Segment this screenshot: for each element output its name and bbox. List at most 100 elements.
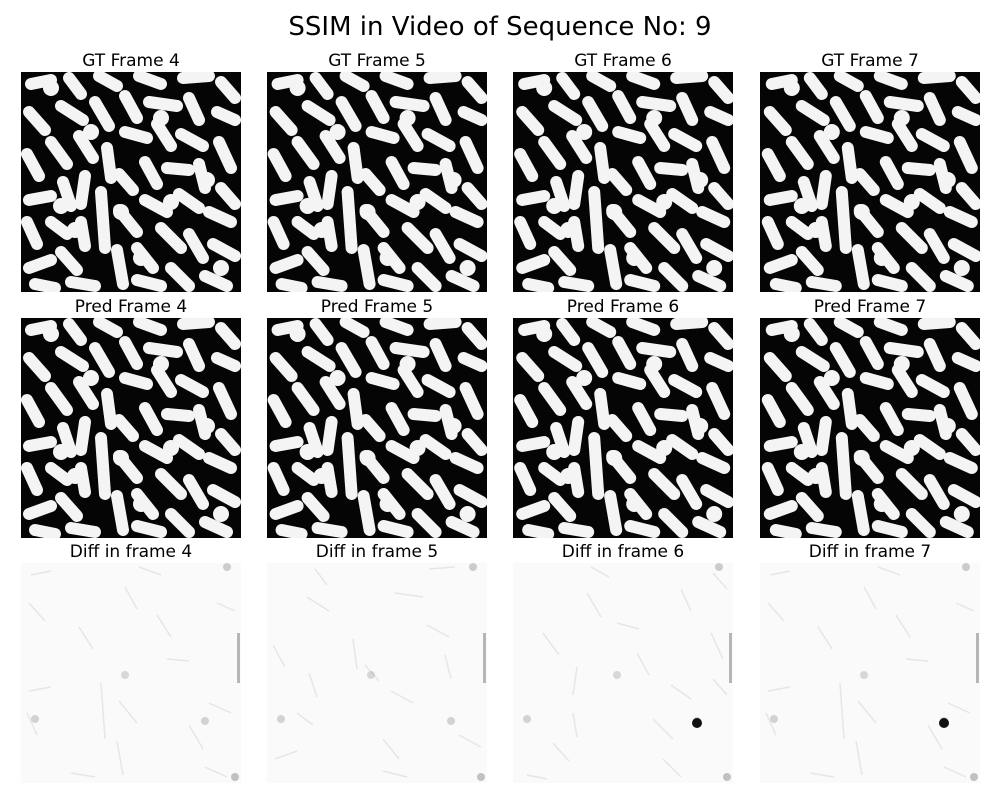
pattern-dot [289, 80, 306, 96]
pattern-stroke [389, 342, 430, 358]
panel-title: Pred Frame 6 [566, 297, 680, 317]
pattern-stroke [859, 90, 884, 124]
pattern-dot [692, 418, 709, 434]
pattern-stroke [359, 414, 386, 442]
pattern-stroke [303, 422, 324, 458]
pattern-stroke [648, 222, 681, 254]
pattern-stroke [588, 186, 605, 254]
pattern-stroke [891, 364, 918, 398]
diff-residual [352, 638, 358, 670]
pattern-dot [213, 506, 229, 522]
pattern-dot [656, 194, 673, 210]
diff-residual [636, 652, 650, 676]
diff-residual [765, 712, 777, 736]
pattern-dot [133, 250, 149, 266]
pattern-dot [53, 444, 69, 460]
pattern-stroke [139, 194, 173, 218]
diff-hotspot [939, 718, 949, 728]
gt-frame-5-panel: GT Frame 5 [267, 50, 487, 292]
diff-residual [364, 664, 380, 682]
pattern-stroke [586, 72, 617, 92]
pattern-stroke [704, 106, 733, 126]
pattern-stroke [548, 246, 577, 276]
diff-residual [877, 566, 901, 576]
pattern-stroke [421, 374, 456, 398]
diff-residual [124, 586, 138, 610]
pattern-stroke [291, 382, 320, 416]
pattern-stroke [341, 186, 358, 254]
pattern-stroke [636, 96, 677, 112]
pattern-stroke [419, 434, 452, 460]
pattern-dot [113, 204, 129, 220]
pattern-stroke [516, 500, 551, 520]
pattern-stroke [95, 432, 111, 500]
pattern-stroke [803, 318, 828, 346]
pattern-dot [546, 444, 563, 460]
pattern-dot [536, 326, 553, 342]
pattern-stroke [411, 262, 442, 292]
pattern-stroke [895, 222, 928, 254]
diff-edge-artifact [976, 633, 979, 683]
pattern-stroke [668, 128, 703, 152]
pattern-stroke [859, 126, 894, 144]
diff-residual [26, 712, 38, 736]
pattern-dot [313, 468, 330, 484]
diff-residual [809, 772, 835, 778]
pattern-stroke [795, 346, 830, 372]
pattern-stroke [151, 364, 177, 398]
pattern-stroke [761, 462, 784, 496]
pattern-stroke [666, 188, 699, 214]
pattern-stroke [953, 136, 978, 174]
diff-residual [100, 682, 106, 740]
diff-residual [839, 682, 845, 740]
pattern-stroke [586, 318, 617, 338]
pattern-stroke [175, 128, 209, 152]
pattern-stroke [943, 206, 978, 228]
pattern-stroke [761, 216, 784, 250]
diff-residual [572, 666, 578, 696]
pattern-stroke [173, 188, 205, 214]
pattern-stroke [397, 364, 424, 398]
pattern-stroke [692, 516, 727, 538]
pattern-stroke [917, 318, 956, 330]
pattern-stroke [377, 520, 414, 538]
pattern-stroke [841, 142, 858, 184]
diff-residual [662, 758, 682, 778]
pattern-dot [133, 496, 149, 512]
pattern-stroke [763, 190, 798, 206]
pattern-stroke [566, 130, 593, 164]
pattern-stroke [131, 520, 167, 538]
pattern-dot [329, 124, 346, 140]
pattern-stroke [397, 118, 424, 152]
diff-residual [586, 592, 602, 618]
pattern-dot [359, 204, 376, 220]
diff-residual [767, 602, 785, 622]
pattern-stroke [895, 468, 928, 500]
pattern-dot [873, 250, 890, 266]
pattern-stroke [23, 500, 57, 520]
pattern-stroke [385, 156, 410, 190]
pattern-stroke [805, 276, 842, 292]
pattern-stroke [550, 176, 571, 212]
diff-residual [204, 766, 228, 778]
pattern-stroke [606, 168, 633, 196]
pattern-stroke [761, 394, 786, 428]
pattern-dot [706, 506, 723, 522]
diff-smudge [613, 671, 621, 679]
diff-residual [78, 626, 94, 650]
pattern-stroke [871, 520, 908, 538]
pattern-stroke [815, 416, 832, 456]
pattern-stroke [301, 246, 330, 276]
diff-residual [905, 658, 929, 662]
diff-edge-artifact [237, 633, 240, 683]
pattern-stroke [23, 106, 51, 136]
diff-smudge [860, 671, 868, 679]
diff-residual [458, 734, 482, 748]
pred-frame-7-panel: Pred Frame 7 [760, 296, 980, 538]
pattern-stroke [648, 468, 681, 500]
pattern-stroke [700, 484, 733, 508]
pattern-dot [783, 326, 800, 342]
pattern-stroke [883, 342, 924, 358]
pattern-stroke [93, 318, 123, 338]
pattern-stroke [955, 428, 980, 456]
